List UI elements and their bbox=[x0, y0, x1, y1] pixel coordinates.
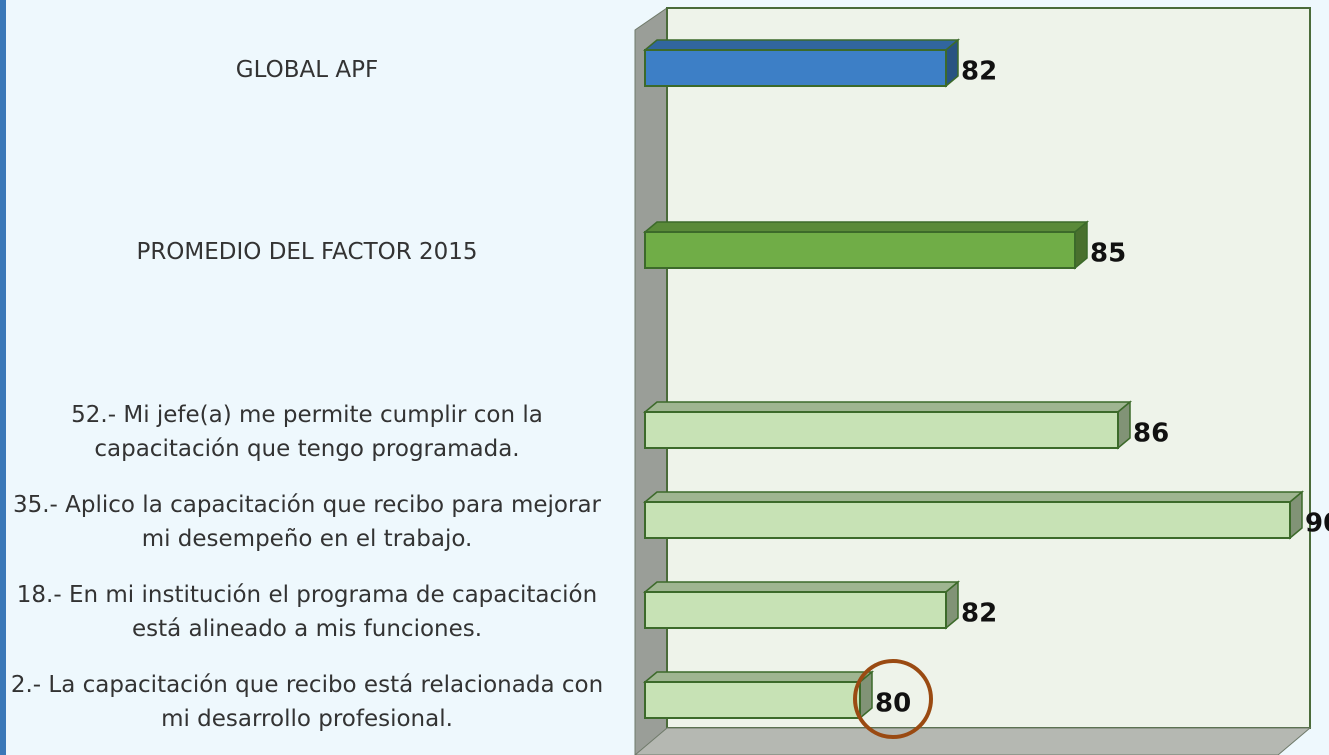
bar-top bbox=[642, 671, 875, 683]
value-label: 82 bbox=[961, 599, 997, 629]
value-label: 82 bbox=[961, 57, 997, 87]
value-label: 90 bbox=[1305, 509, 1329, 539]
floor bbox=[634, 727, 1312, 755]
bar bbox=[642, 580, 961, 630]
category-label: GLOBAL APF bbox=[235, 57, 379, 83]
category-label: 18.- En mi institución el programa de ca… bbox=[16, 582, 598, 642]
bar-face bbox=[644, 49, 947, 87]
bar-top bbox=[642, 401, 1133, 413]
highlight-circle bbox=[853, 659, 933, 739]
bar-top bbox=[642, 491, 1305, 503]
bar-face bbox=[644, 681, 861, 719]
bar bbox=[642, 400, 1133, 450]
bar-top bbox=[642, 39, 961, 51]
value-label: 80 bbox=[875, 689, 911, 719]
bar bbox=[642, 670, 875, 720]
bar bbox=[642, 220, 1090, 270]
category-label: 52.- Mi jefe(a) me permite cumplir con l… bbox=[71, 402, 543, 462]
bar-face bbox=[644, 231, 1076, 269]
bar-top bbox=[642, 221, 1090, 233]
category-label: 2.- La capacitación que recibo está rela… bbox=[10, 672, 604, 732]
bar-face bbox=[644, 591, 947, 629]
bar-face bbox=[644, 411, 1119, 449]
bar-face bbox=[644, 501, 1291, 539]
category-label: PROMEDIO DEL FACTOR 2015 bbox=[136, 239, 478, 265]
bar-top bbox=[642, 581, 961, 593]
bar bbox=[642, 38, 961, 88]
bar bbox=[642, 490, 1305, 540]
category-label: 35.- Aplico la capacitación que recibo p… bbox=[12, 492, 602, 552]
value-label: 85 bbox=[1090, 239, 1126, 269]
side-wall bbox=[634, 7, 668, 755]
left-strip bbox=[0, 0, 6, 755]
value-label: 86 bbox=[1133, 419, 1169, 449]
